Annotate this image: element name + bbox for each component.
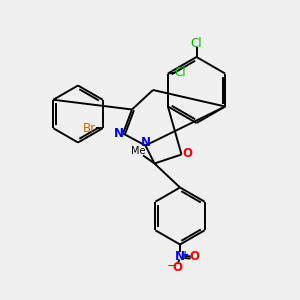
Text: N: N — [141, 136, 151, 149]
Text: +: + — [181, 250, 189, 260]
Text: Cl: Cl — [191, 37, 202, 50]
Text: Me: Me — [131, 146, 145, 156]
Text: Cl: Cl — [174, 66, 186, 80]
Text: N: N — [113, 127, 124, 140]
Text: O: O — [172, 261, 183, 274]
Text: −: − — [166, 260, 177, 273]
Text: N: N — [175, 250, 185, 263]
Text: O: O — [182, 146, 193, 160]
Text: Br: Br — [82, 122, 96, 135]
Text: O: O — [189, 250, 200, 263]
